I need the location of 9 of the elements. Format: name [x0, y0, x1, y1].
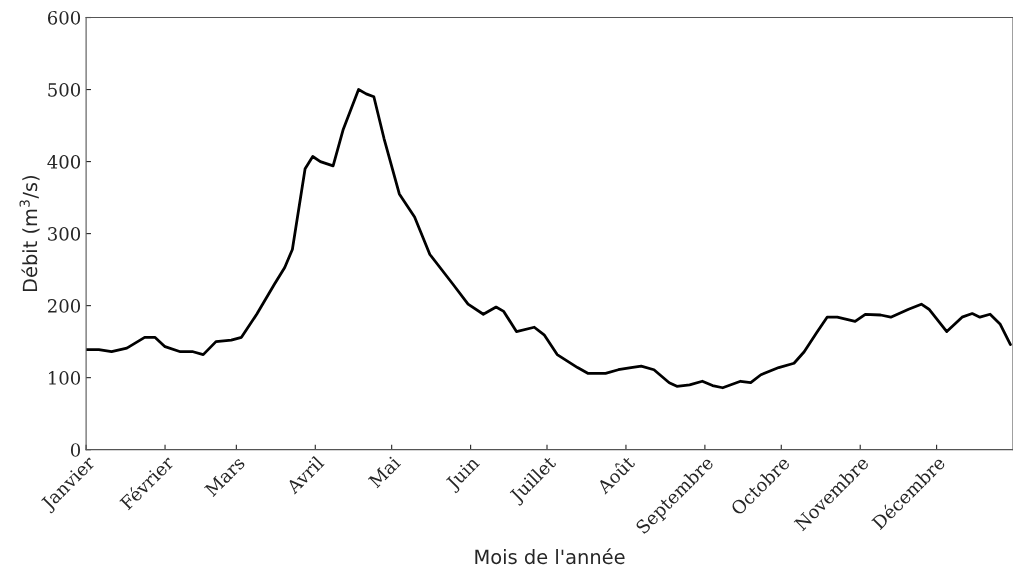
- y-axis-title: Débit (m$^{3}$/s): [19, 176, 40, 292]
- y-tick-label: 0: [70, 443, 81, 457]
- y-tick-label: 400: [47, 155, 81, 169]
- y-tick-label: 600: [47, 10, 81, 25]
- y-tick-label: 500: [48, 83, 81, 97]
- y-tick-label: 100: [48, 371, 81, 385]
- y-tick-label: 300: [48, 227, 81, 241]
- x-axis-title: Mois de l'année: [475, 548, 625, 565]
- y-tick-label: 200: [48, 299, 81, 313]
